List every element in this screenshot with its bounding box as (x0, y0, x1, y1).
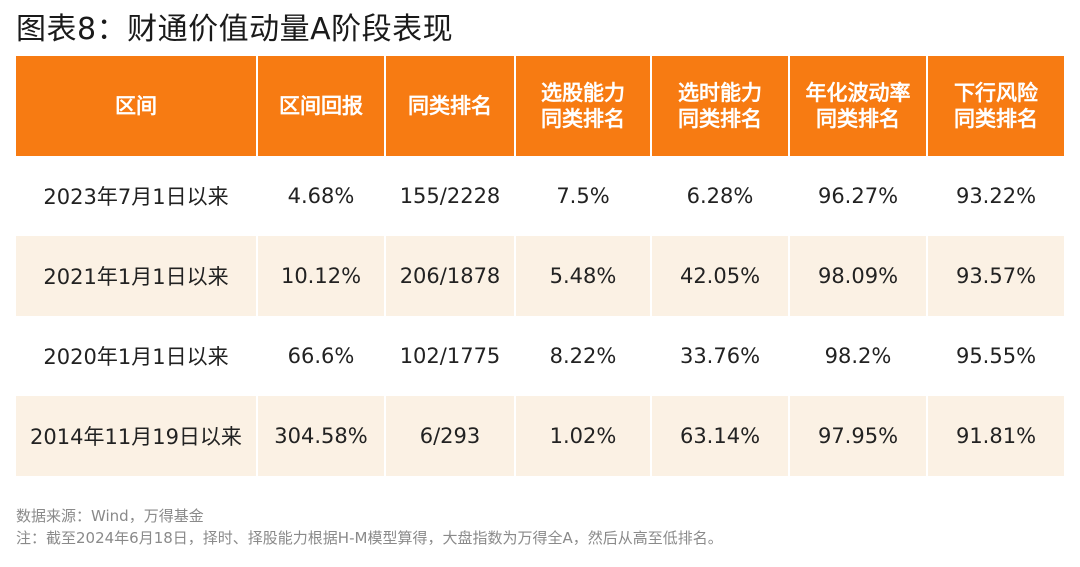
cell-period-return: 10.12% (258, 236, 386, 316)
table-row: 2021年1月1日以来 10.12% 206/1878 5.48% 42.05%… (16, 236, 1064, 316)
cell-stock-selection-rank: 5.48% (516, 236, 652, 316)
table-row: 2020年1月1日以来 66.6% 102/1775 8.22% 33.76% … (16, 316, 1064, 396)
cell-volatility-rank: 98.09% (790, 236, 928, 316)
header-period: 区间 (16, 56, 258, 156)
cell-stock-selection-rank: 8.22% (516, 316, 652, 396)
cell-downside-risk-rank: 93.57% (928, 236, 1064, 316)
cell-stock-selection-rank: 1.02% (516, 396, 652, 476)
page-title: 图表8：财通价值动量A阶段表现 (16, 12, 454, 47)
header-period-return: 区间回报 (258, 56, 386, 156)
header-timing-rank: 选时能力 同类排名 (652, 56, 790, 156)
cell-period-return: 304.58% (258, 396, 386, 476)
cell-period-return: 4.68% (258, 156, 386, 236)
cell-period-return: 66.6% (258, 316, 386, 396)
method-note: 注：截至2024年6月18日，择时、择股能力根据H-M模型算得，大盘指数为万得全… (16, 529, 723, 547)
cell-peer-rank: 6/293 (386, 396, 516, 476)
cell-downside-risk-rank: 95.55% (928, 316, 1064, 396)
cell-peer-rank: 206/1878 (386, 236, 516, 316)
header-stock-selection-rank: 选股能力 同类排名 (516, 56, 652, 156)
cell-timing-rank: 6.28% (652, 156, 790, 236)
cell-volatility-rank: 96.27% (790, 156, 928, 236)
cell-period: 2021年1月1日以来 (16, 236, 258, 316)
header-row: 区间 区间回报 同类排名 选股能力 同类排名 选时能力 同类排名 年化波动率 同… (16, 56, 1064, 156)
source-note: 数据来源：Wind，万得基金 (16, 507, 204, 525)
cell-timing-rank: 33.76% (652, 316, 790, 396)
table-row: 2014年11月19日以来 304.58% 6/293 1.02% 63.14%… (16, 396, 1064, 476)
footnotes: 数据来源：Wind，万得基金 注：截至2024年6月18日，择时、择股能力根据H… (16, 505, 723, 549)
cell-downside-risk-rank: 91.81% (928, 396, 1064, 476)
cell-volatility-rank: 97.95% (790, 396, 928, 476)
cell-downside-risk-rank: 93.22% (928, 156, 1064, 236)
cell-peer-rank: 155/2228 (386, 156, 516, 236)
cell-period: 2014年11月19日以来 (16, 396, 258, 476)
cell-period: 2023年7月1日以来 (16, 156, 258, 236)
cell-volatility-rank: 98.2% (790, 316, 928, 396)
cell-stock-selection-rank: 7.5% (516, 156, 652, 236)
cell-period: 2020年1月1日以来 (16, 316, 258, 396)
performance-table: 区间 区间回报 同类排名 选股能力 同类排名 选时能力 同类排名 年化波动率 同… (16, 56, 1064, 476)
cell-peer-rank: 102/1775 (386, 316, 516, 396)
table-row: 2023年7月1日以来 4.68% 155/2228 7.5% 6.28% 96… (16, 156, 1064, 236)
cell-timing-rank: 42.05% (652, 236, 790, 316)
header-volatility-rank: 年化波动率 同类排名 (790, 56, 928, 156)
header-downside-risk-rank: 下行风险 同类排名 (928, 56, 1064, 156)
cell-timing-rank: 63.14% (652, 396, 790, 476)
header-peer-rank: 同类排名 (386, 56, 516, 156)
